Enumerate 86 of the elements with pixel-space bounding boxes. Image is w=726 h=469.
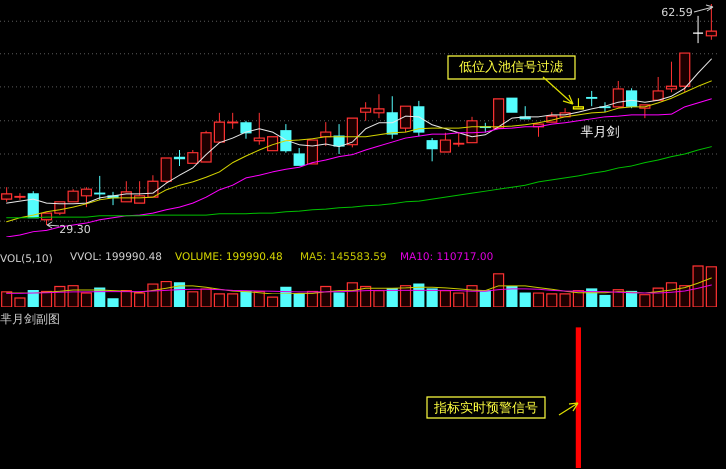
- bar: [240, 290, 252, 307]
- bar: [214, 293, 225, 307]
- bar: [294, 293, 305, 307]
- bar: [266, 296, 278, 307]
- candlestick: [280, 124, 292, 154]
- bar: [546, 293, 558, 307]
- text: VOLUME: 199990.48: [175, 251, 283, 263]
- bar: [440, 290, 452, 307]
- bar: [280, 286, 292, 307]
- bar: [68, 285, 79, 307]
- text: VVOL: 199990.48: [70, 251, 162, 263]
- bar: [107, 298, 119, 307]
- candlestick: [440, 132, 452, 153]
- bar: [532, 292, 544, 307]
- bar: [200, 288, 212, 307]
- bar: [1, 291, 12, 307]
- annotation: 62.59: [661, 6, 693, 19]
- bar: [187, 291, 198, 307]
- candlestick: [68, 188, 79, 202]
- annotation: 29.30: [59, 223, 91, 236]
- bar: [134, 292, 146, 307]
- bar: [400, 285, 412, 307]
- candlestick: [612, 80, 624, 108]
- candlestick: [227, 112, 238, 130]
- bar: [466, 285, 478, 307]
- candlestick: [706, 4, 717, 40]
- chart-title: 芈月剑副图: [0, 312, 60, 326]
- candlestick: [426, 138, 438, 162]
- annotation: 低位入池信号过滤: [459, 60, 563, 75]
- bar: [373, 290, 385, 307]
- bar: [599, 294, 611, 307]
- candlestick: [373, 94, 385, 119]
- text: MA10: 110717.00: [400, 251, 494, 263]
- candlestick: [80, 186, 92, 208]
- bar: [254, 290, 265, 307]
- bar: [706, 266, 717, 307]
- bar: [174, 282, 186, 307]
- candlestick: [666, 61, 678, 93]
- candlestick: [174, 150, 186, 166]
- bar: [692, 265, 704, 307]
- candlestick: [94, 175, 106, 200]
- bar: [426, 288, 438, 307]
- candlestick: [254, 112, 265, 146]
- bar: [346, 282, 358, 307]
- bar: [493, 273, 504, 307]
- candlestick: [572, 98, 584, 110]
- bar: [679, 285, 690, 307]
- text: MA5: 145583.59: [300, 251, 387, 263]
- bar: [666, 282, 678, 307]
- bar: [520, 292, 531, 307]
- candlestick: [187, 150, 198, 164]
- candlestick: [626, 88, 638, 109]
- bar: [333, 292, 345, 307]
- candlestick: [652, 76, 664, 101]
- bar: [639, 294, 650, 307]
- bar: [413, 283, 424, 307]
- bar: [386, 288, 398, 307]
- candlestick: [1, 186, 12, 202]
- bar: [453, 292, 464, 307]
- candlestick: [400, 106, 412, 133]
- chart-title: VOL(5,10): [0, 253, 53, 265]
- bar: [28, 290, 39, 307]
- bar: [160, 280, 172, 307]
- bar: [480, 290, 491, 307]
- candlestick: [320, 122, 332, 147]
- candlestick: [506, 98, 518, 113]
- bar: [54, 286, 66, 307]
- candlestick: [214, 112, 225, 143]
- bar: [320, 286, 332, 307]
- bar: [506, 286, 518, 307]
- bar: [14, 297, 26, 307]
- candlestick: [240, 120, 252, 140]
- annotation: 指标实时预警信号: [433, 401, 538, 416]
- candlestick: [692, 15, 704, 44]
- bar: [560, 293, 571, 307]
- bar: [147, 283, 158, 307]
- candlestick: [586, 90, 598, 107]
- candlestick: [266, 136, 278, 152]
- candlestick: [294, 148, 305, 166]
- candlestick: [386, 96, 398, 140]
- annotation: 芈月剑: [580, 125, 620, 140]
- candlestick: [160, 157, 172, 184]
- bar: [80, 292, 92, 307]
- candlestick: [360, 102, 372, 122]
- bar: [227, 293, 238, 307]
- bar: [120, 290, 132, 307]
